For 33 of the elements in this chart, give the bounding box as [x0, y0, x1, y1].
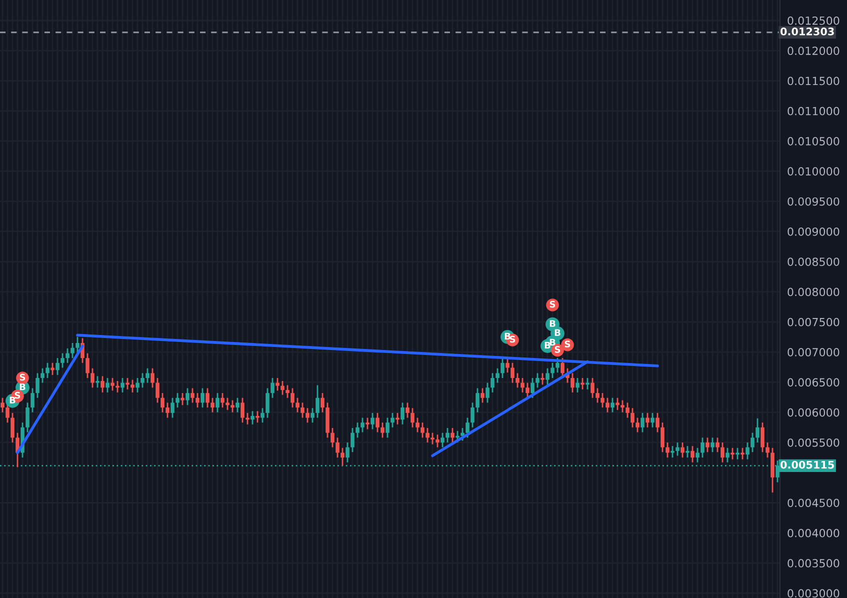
y-tick-label: 0.004500 — [788, 498, 840, 508]
text: B — [20, 384, 26, 390]
y-tick-label: 0.008000 — [788, 288, 840, 296]
y-tick-label: 0.007500 — [788, 318, 840, 326]
y-tick-label: 0.004000 — [788, 528, 840, 538]
text: B — [544, 342, 550, 349]
text: S — [550, 300, 556, 308]
y-tick-label: 0.003500 — [788, 559, 840, 568]
y-tick-label: 0.008500 — [788, 258, 840, 266]
ref-line-label: 0.012303 — [780, 28, 834, 36]
y-tick-label: 0.012500 — [788, 16, 840, 25]
y-tick-label: 0.005500 — [788, 438, 840, 447]
y-tick-label: 0.003000 — [788, 589, 840, 598]
text: S — [20, 374, 26, 381]
y-tick-label: 0.009500 — [788, 197, 840, 206]
ref-line-label: 0.005115 — [780, 460, 834, 469]
series-label: B — [550, 320, 556, 327]
y-tick-label: 0.006500 — [788, 378, 840, 387]
text: B — [504, 332, 510, 340]
y-tick-label: 0.010000 — [788, 167, 840, 176]
y-tick-label: 0.012000 — [788, 46, 840, 56]
text: S — [510, 336, 516, 343]
y-tick-label: 0.007000 — [788, 348, 840, 356]
y-tick-label: 0.006000 — [788, 408, 840, 417]
y-tick-label: 0.011500 — [788, 76, 840, 86]
y-tick-label: 0.011000 — [788, 106, 840, 116]
text: B — [554, 329, 560, 336]
series-label: B — [550, 338, 556, 346]
y-tick-label: 0.010500 — [788, 137, 840, 146]
y-tick-label: 0.009000 — [788, 227, 840, 236]
series-label: S — [554, 346, 560, 353]
text: S — [564, 340, 570, 348]
text: S — [14, 392, 20, 399]
